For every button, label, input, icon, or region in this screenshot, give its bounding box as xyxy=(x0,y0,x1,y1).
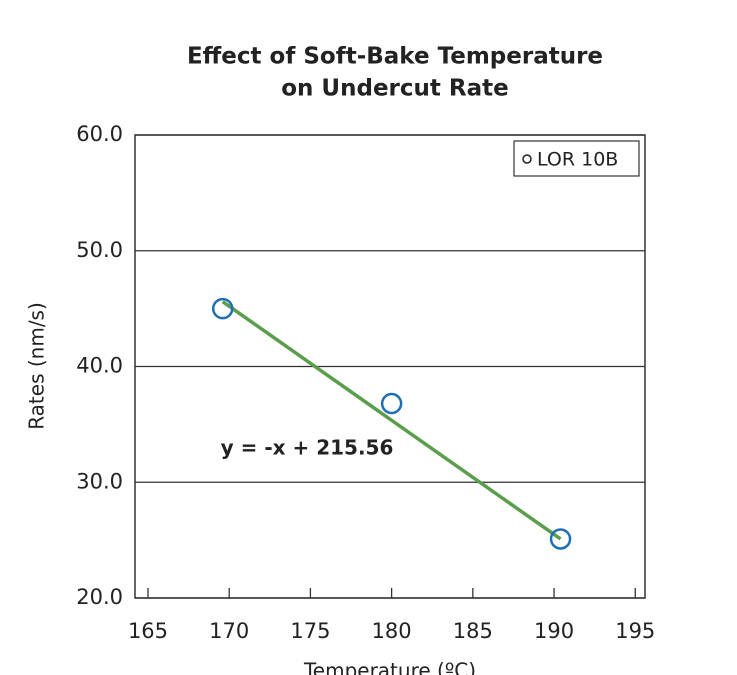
x-tick-label: 180 xyxy=(372,619,412,643)
y-tick-label: 20.0 xyxy=(76,585,123,609)
y-tick-label: 50.0 xyxy=(76,238,123,262)
y-axis-label: Rates (nm/s) xyxy=(25,302,49,430)
y-tick-label: 40.0 xyxy=(76,354,123,378)
x-tick-label: 165 xyxy=(128,619,168,643)
trendline xyxy=(221,300,562,541)
x-tick-label: 175 xyxy=(290,619,330,643)
point xyxy=(549,528,572,550)
x-tick-label: 170 xyxy=(209,619,249,643)
legend-box xyxy=(513,140,640,177)
legend-marker xyxy=(522,154,532,164)
point xyxy=(211,297,234,320)
x-axis-label: Temperature (ºC) xyxy=(303,659,476,675)
point xyxy=(380,392,403,415)
x-tick-label: 185 xyxy=(453,619,493,643)
x-tick-label: 195 xyxy=(615,619,655,643)
y-tick-label: 60.0 xyxy=(76,122,123,146)
plot-frame xyxy=(134,134,646,599)
legend-label: LOR 10B xyxy=(537,149,618,171)
chart-title: Effect of Soft-Bake Temperature xyxy=(187,44,603,70)
annotation: y = -x + 215.56 xyxy=(221,436,394,460)
y-tick-label: 30.0 xyxy=(76,469,123,493)
chart-subtitle: on Undercut Rate xyxy=(281,76,508,102)
x-tick-label: 190 xyxy=(534,619,574,643)
